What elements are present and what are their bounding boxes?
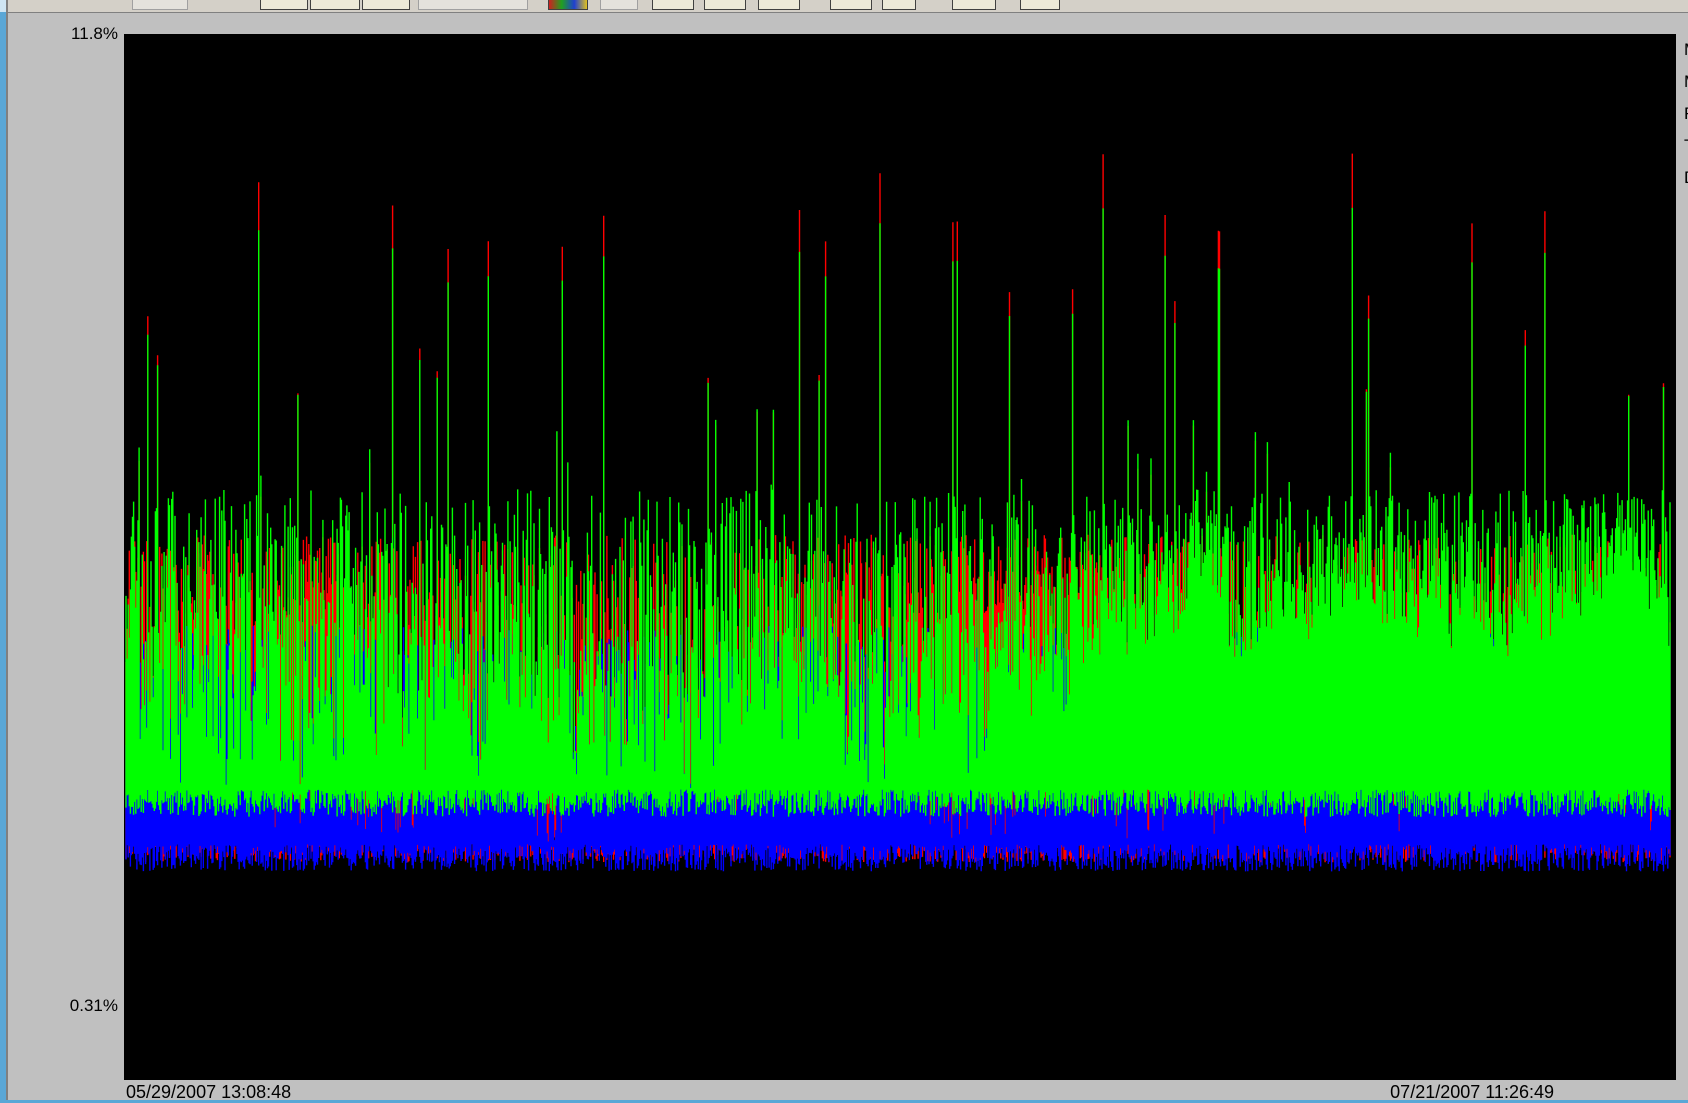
time-series-plot	[125, 153, 1671, 872]
toolbar-button[interactable]	[830, 0, 872, 10]
toolbar-button[interactable]	[418, 0, 528, 10]
toolbar-button[interactable]	[600, 0, 638, 10]
legend-item: D	[1684, 162, 1688, 194]
toolbar-button[interactable]	[758, 0, 800, 10]
window-edge	[1677, 34, 1680, 1080]
legend-item: M	[1684, 66, 1688, 98]
x-axis-end-label: 07/21/2007 11:26:49	[1390, 1082, 1554, 1102]
toolbar-button[interactable]	[260, 0, 308, 10]
legend-item: F	[1684, 98, 1688, 130]
x-axis-start-label: 05/29/2007 13:08:48	[126, 1082, 292, 1102]
legend-panel: M M F T D	[1684, 34, 1688, 194]
legend-item: T	[1684, 130, 1688, 162]
toolbar-button[interactable]	[652, 0, 694, 10]
y-axis-max-label: 11.8%	[71, 24, 118, 43]
toolbar	[8, 0, 1688, 13]
toolbar-button[interactable]	[882, 0, 916, 10]
toolbar-button[interactable]	[362, 0, 410, 10]
toolbar-button[interactable]	[1020, 0, 1060, 10]
series-line	[125, 207, 1671, 817]
color-palette-icon[interactable]	[548, 0, 588, 10]
plot-area[interactable]	[124, 34, 1676, 1080]
histogram-icon[interactable]	[952, 0, 996, 10]
legend-item: M	[1684, 34, 1688, 66]
toolbar-button[interactable]	[132, 0, 188, 10]
y-axis-min-label: 0.31%	[69, 996, 118, 1015]
toolbar-button[interactable]	[310, 0, 360, 10]
toolbar-button[interactable]	[704, 0, 746, 10]
